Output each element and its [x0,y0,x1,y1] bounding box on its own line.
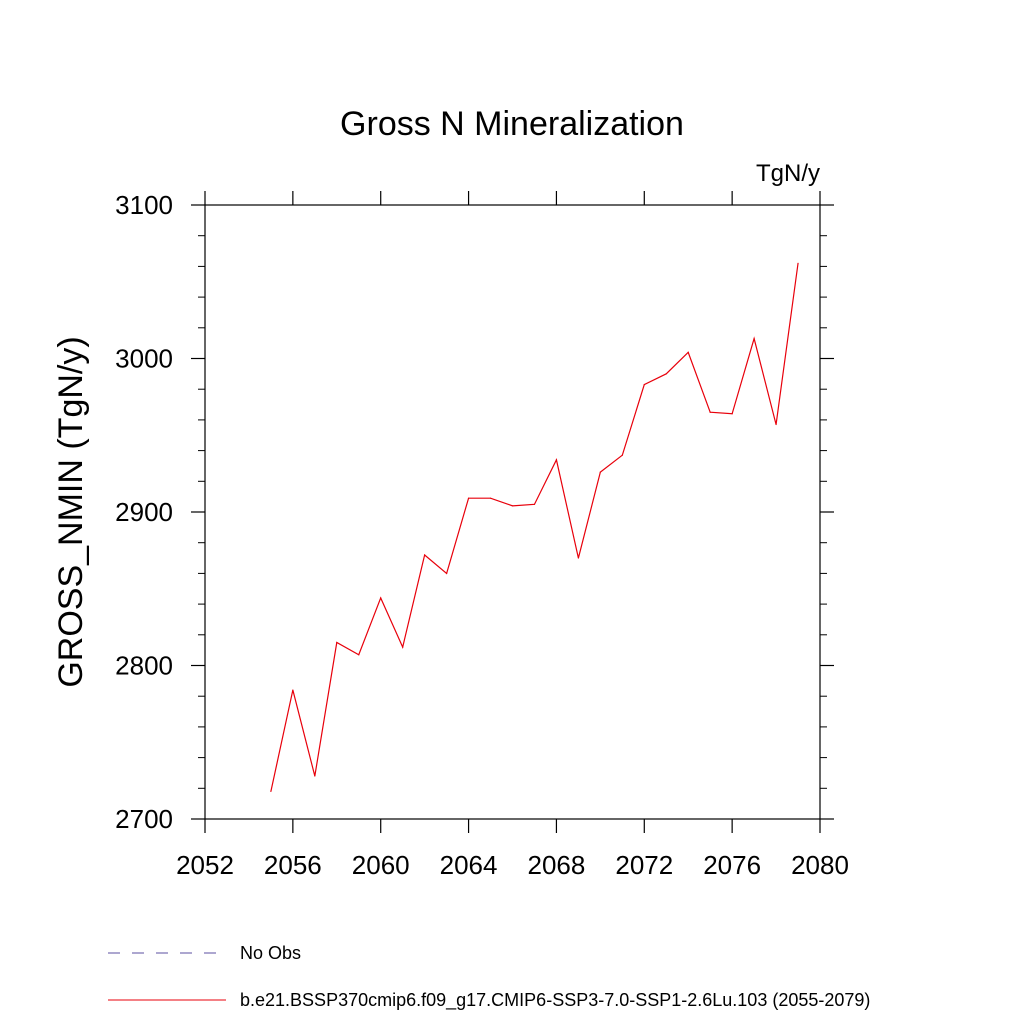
y-axis-ticks [191,204,834,820]
data-point-2061 [402,646,404,648]
data-point-2060 [380,597,382,599]
data-point-2079 [797,262,799,264]
data-point-2057 [314,775,316,777]
y-tick-label-3000: 3000 [115,344,173,374]
y-axis-label: GROSS_NMIN (TgN/y) [52,336,90,687]
y-tick-label-2900: 2900 [115,497,173,527]
data-point-2056 [292,689,294,691]
data-point-2066 [511,505,514,507]
y-minor-ticks [198,235,827,789]
data-point-2074 [687,351,689,353]
data-point-2059 [358,654,360,656]
legend-label-no-obs: No Obs [240,943,301,963]
x-tick-label-2068: 2068 [528,850,586,880]
y-tick-label-2700: 2700 [115,804,173,834]
data-point-2070 [599,471,601,473]
x-tick-label-2060: 2060 [352,850,410,880]
x-tick-label-2056: 2056 [264,850,322,880]
data-point-2063 [446,572,448,575]
units-label: TgN/y [756,160,820,187]
y-tick-label-2800: 2800 [115,651,173,681]
series-layer [270,262,799,792]
data-point-2069 [577,557,579,559]
x-tick-label-2072: 2072 [615,850,673,880]
legend-label-model-run: b.e21.BSSP370cmip6.f09_g17.CMIP6-SSP3-7.… [240,990,870,1011]
data-point-2075 [709,411,711,413]
legend: No Obs b.e21.BSSP370cmip6.f09_g17.CMIP6-… [108,943,870,1011]
data-point-2067 [533,503,536,505]
x-axis-tick-labels: 2052 2056 2060 2064 2068 2072 2076 2080 [176,850,849,880]
x-tick-label-2076: 2076 [703,850,761,880]
x-tick-label-2064: 2064 [440,850,498,880]
data-point-2076 [731,413,733,415]
data-point-2055 [270,790,272,792]
x-axis-ticks [204,191,821,833]
data-point-2068 [555,459,558,461]
data-point-2077 [753,337,755,340]
data-point-2073 [665,373,667,375]
chart-title: Gross N Mineralization [340,105,684,143]
series-line-0 [270,263,799,792]
data-point-2078 [775,423,777,426]
data-point-2062 [424,554,426,556]
plot-frame [204,204,821,820]
data-point-2065 [489,497,492,499]
data-point-2064 [467,497,470,499]
data-point-2072 [643,383,645,386]
y-tick-label-3100: 3100 [115,190,173,220]
x-tick-label-2052: 2052 [176,850,234,880]
data-point-2071 [621,454,623,456]
x-tick-label-2080: 2080 [791,850,849,880]
y-axis-tick-labels: 2700 2800 2900 3000 3100 [115,190,173,834]
data-point-2058 [336,641,338,644]
